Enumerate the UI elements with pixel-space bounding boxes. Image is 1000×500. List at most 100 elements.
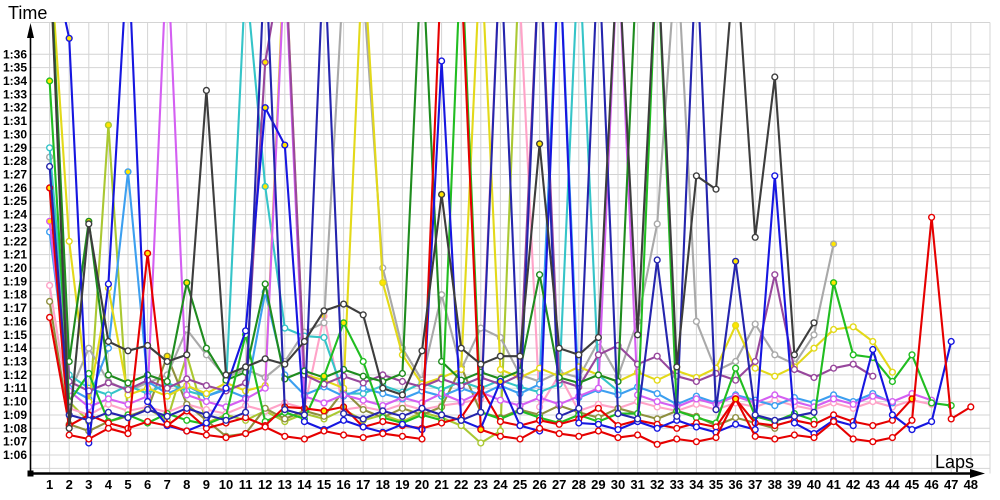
- marker-purple: [751, 357, 759, 366]
- marker-navy: [575, 404, 583, 412]
- marker-red: [516, 435, 524, 443]
- x-tick-label: 9: [203, 477, 210, 492]
- marker-blue: [202, 419, 211, 427]
- marker-blue: [888, 411, 897, 419]
- y-tick-label: 1:35: [3, 61, 27, 75]
- x-tick-label: 15: [317, 477, 331, 492]
- x-tick-label: 16: [336, 477, 350, 492]
- marker-red: [712, 434, 720, 442]
- marker-olive: [359, 406, 367, 414]
- y-tick-label: 1:11: [4, 381, 28, 395]
- marker-blue: [692, 423, 701, 431]
- marker-red: [614, 434, 622, 442]
- marker-dark-gray: [202, 86, 211, 95]
- y-tick-label: 1:31: [3, 114, 27, 128]
- x-tick-label: 48: [964, 477, 978, 492]
- marker-gray: [751, 320, 759, 328]
- marker-dark-green: [535, 271, 544, 279]
- marker-navy: [379, 407, 387, 415]
- marker-red: [673, 435, 681, 443]
- marker-red-2: [379, 418, 387, 426]
- marker-red: [653, 440, 661, 448]
- marker-navy: [418, 404, 426, 412]
- marker-dark-green: [104, 371, 113, 379]
- marker-violet: [359, 396, 367, 404]
- marker-red-2: [869, 422, 877, 430]
- marker-red: [340, 431, 348, 439]
- marker-gray: [85, 344, 93, 352]
- marker-blue: [104, 280, 113, 288]
- x-tick-label: 43: [866, 477, 880, 492]
- marker-dark-gray: [65, 424, 73, 432]
- marker-red-2: [438, 419, 446, 427]
- marker-yellow: [888, 368, 897, 376]
- marker-violet: [320, 399, 328, 407]
- marker-red-2: [810, 420, 818, 428]
- marker-red: [888, 434, 897, 442]
- y-tick-label: 1:24: [3, 208, 27, 222]
- x-tick-label: 18: [376, 477, 390, 492]
- marker-dark-gray: [418, 347, 426, 355]
- series-line-pink: [48, 22, 933, 416]
- x-tick-label: 27: [552, 477, 566, 492]
- marker-pink: [45, 281, 54, 290]
- marker-violet: [183, 391, 191, 399]
- marker-dark-gray: [85, 220, 93, 228]
- marker-dark-green: [261, 280, 269, 288]
- marker-purple: [849, 360, 857, 368]
- y-tick-label: 1:22: [3, 234, 27, 248]
- marker-green: [927, 399, 936, 407]
- marker-blue: [340, 416, 348, 424]
- marker-sky-blue: [771, 402, 779, 410]
- marker-red: [398, 432, 407, 440]
- y-tick-label: 1:17: [3, 301, 27, 315]
- x-tick-label: 35: [709, 477, 723, 492]
- series-purple: [51, 22, 877, 395]
- marker-yellow: [731, 321, 740, 330]
- marker-green: [359, 357, 367, 366]
- series-line-dark-gray: [51, 22, 816, 430]
- x-tick-label: 30: [611, 477, 625, 492]
- series-blue: [64, 22, 955, 447]
- marker-dark-gray: [438, 190, 446, 199]
- marker-blue: [594, 420, 603, 428]
- marker-purple: [183, 375, 191, 383]
- marker-red: [947, 415, 955, 423]
- y-axis-arrow-icon: [27, 23, 34, 38]
- marker-red: [320, 427, 328, 435]
- marker-dark-gray: [535, 140, 544, 148]
- y-tick-label: 1:10: [3, 395, 27, 409]
- marker-purple: [810, 373, 818, 382]
- marker-red: [692, 438, 701, 446]
- marker-gray: [829, 240, 838, 248]
- marker-blue: [398, 420, 407, 428]
- marker-purple: [359, 379, 367, 387]
- marker-red: [144, 249, 152, 257]
- x-tick-label: 33: [670, 477, 684, 492]
- x-tick-label: 7: [164, 477, 171, 492]
- x-tick-label: 4: [105, 477, 113, 492]
- marker-navy: [124, 414, 132, 422]
- y-tick-label: 1:27: [3, 168, 27, 182]
- marker-blue: [281, 141, 289, 149]
- marker-red: [104, 424, 113, 432]
- marker-purple: [771, 271, 779, 279]
- marker-olive: [398, 404, 407, 412]
- marker-red: [163, 420, 171, 428]
- marker-green: [829, 279, 838, 287]
- y-tick-label: 1:20: [3, 261, 27, 275]
- y-tick-label: 1:07: [3, 435, 27, 449]
- marker-blue: [496, 377, 505, 386]
- marker-red: [849, 435, 857, 443]
- marker-red: [242, 430, 250, 438]
- x-tick-label: 5: [124, 477, 131, 492]
- marker-red-2: [320, 407, 328, 415]
- marker-yellow: [496, 365, 505, 374]
- marker-cyan: [261, 182, 269, 191]
- marker-yellow: [829, 325, 838, 334]
- marker-red: [418, 435, 426, 443]
- marker-blue: [771, 172, 779, 180]
- marker-yellow: [202, 390, 211, 398]
- marker-red: [85, 435, 93, 443]
- marker-violet: [653, 398, 661, 406]
